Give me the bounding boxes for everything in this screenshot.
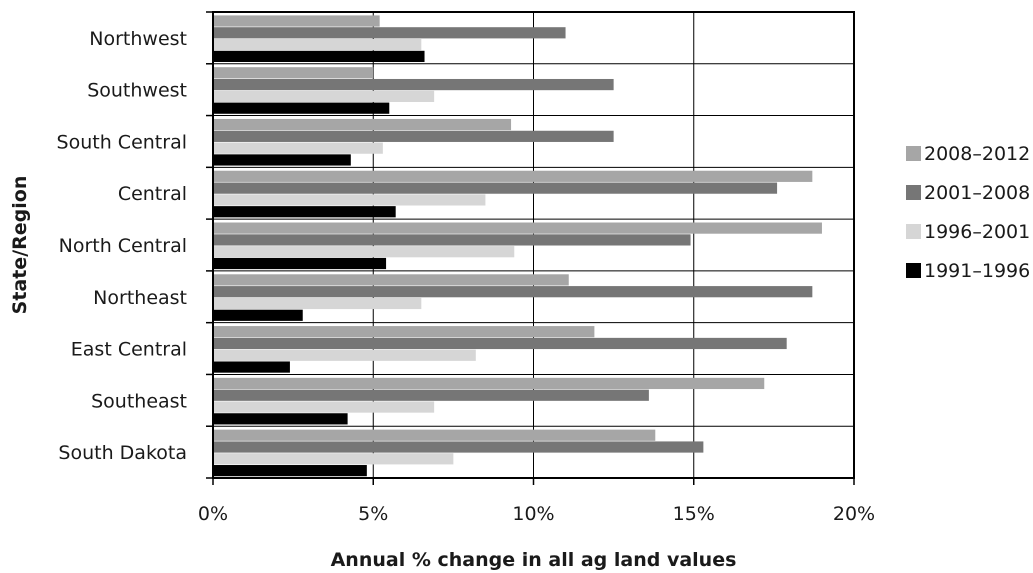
bar: [213, 67, 374, 79]
bar: [213, 401, 435, 413]
y-axis-title: State/Region: [9, 176, 31, 315]
legend: 2008–2012 2001–2008 1996–2001 1991–1996: [906, 143, 1030, 282]
category-label: East Central: [71, 339, 187, 361]
bar: [213, 39, 422, 51]
bar: [213, 102, 390, 114]
bar: [213, 142, 383, 154]
legend-swatch: [906, 185, 921, 200]
tick-marks: [206, 11, 855, 485]
bar: [213, 286, 813, 298]
bar: [213, 337, 787, 350]
bar: [213, 349, 476, 361]
category-label: Northwest: [89, 28, 187, 50]
bar: [213, 90, 435, 102]
x-tick-label: 5%: [358, 503, 388, 525]
x-tick-label: 20%: [833, 503, 875, 525]
legend-label: 2001–2008: [924, 182, 1030, 204]
bar: [213, 118, 512, 131]
category-label: Southwest: [87, 80, 187, 102]
category-label: Northeast: [93, 287, 187, 309]
category-label: Central: [118, 183, 187, 205]
x-axis-title: Annual % change in all ag land values: [331, 549, 737, 571]
bar: [213, 309, 303, 321]
x-tick-labels: 0% 5% 10% 15% 20%: [198, 503, 875, 525]
bar: [213, 326, 595, 338]
bar: [213, 389, 649, 401]
grid-lines: [213, 12, 854, 478]
bar: [213, 465, 367, 477]
bar: [213, 413, 348, 425]
bar: [213, 429, 656, 441]
bar: [213, 453, 454, 465]
bar: [213, 441, 704, 453]
bar: [213, 222, 822, 234]
x-tick-label: 15%: [673, 503, 715, 525]
bar: [213, 50, 425, 62]
x-tick-label: 0%: [198, 503, 228, 525]
bar: [213, 234, 691, 246]
bars: [213, 15, 822, 477]
category-label: North Central: [59, 235, 187, 257]
x-tick-label: 10%: [512, 503, 554, 525]
bar: [213, 377, 765, 390]
bar: [213, 194, 486, 206]
legend-swatch: [906, 146, 921, 161]
bar: [213, 27, 566, 39]
bar: [213, 15, 380, 27]
bar: [213, 182, 778, 194]
category-label: South Central: [57, 131, 187, 153]
category-label: South Dakota: [58, 442, 187, 464]
legend-swatch: [906, 224, 921, 239]
bar: [213, 78, 614, 91]
bar: [213, 274, 569, 286]
bar: [213, 206, 396, 218]
legend-label: 2008–2012: [924, 143, 1030, 165]
bar: [213, 297, 422, 310]
bar: [213, 170, 813, 182]
legend-label: 1996–2001: [924, 221, 1030, 243]
legend-label: 1991–1996: [924, 260, 1030, 282]
bar: [213, 154, 351, 166]
category-labels: Northwest Southwest South Central Central No…: [57, 28, 187, 464]
bar: [213, 361, 290, 373]
bar: [213, 130, 614, 142]
bar: [213, 246, 515, 258]
bar: [213, 257, 387, 270]
category-label: Southeast: [91, 390, 187, 412]
legend-swatch: [906, 263, 921, 278]
